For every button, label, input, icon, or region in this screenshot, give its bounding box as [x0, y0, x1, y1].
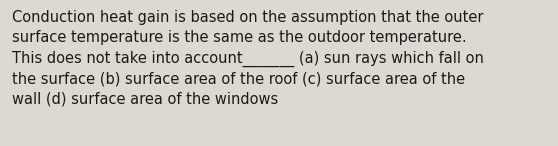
Text: Conduction heat gain is based on the assumption that the outer
surface temperatu: Conduction heat gain is based on the ass…: [12, 10, 484, 107]
